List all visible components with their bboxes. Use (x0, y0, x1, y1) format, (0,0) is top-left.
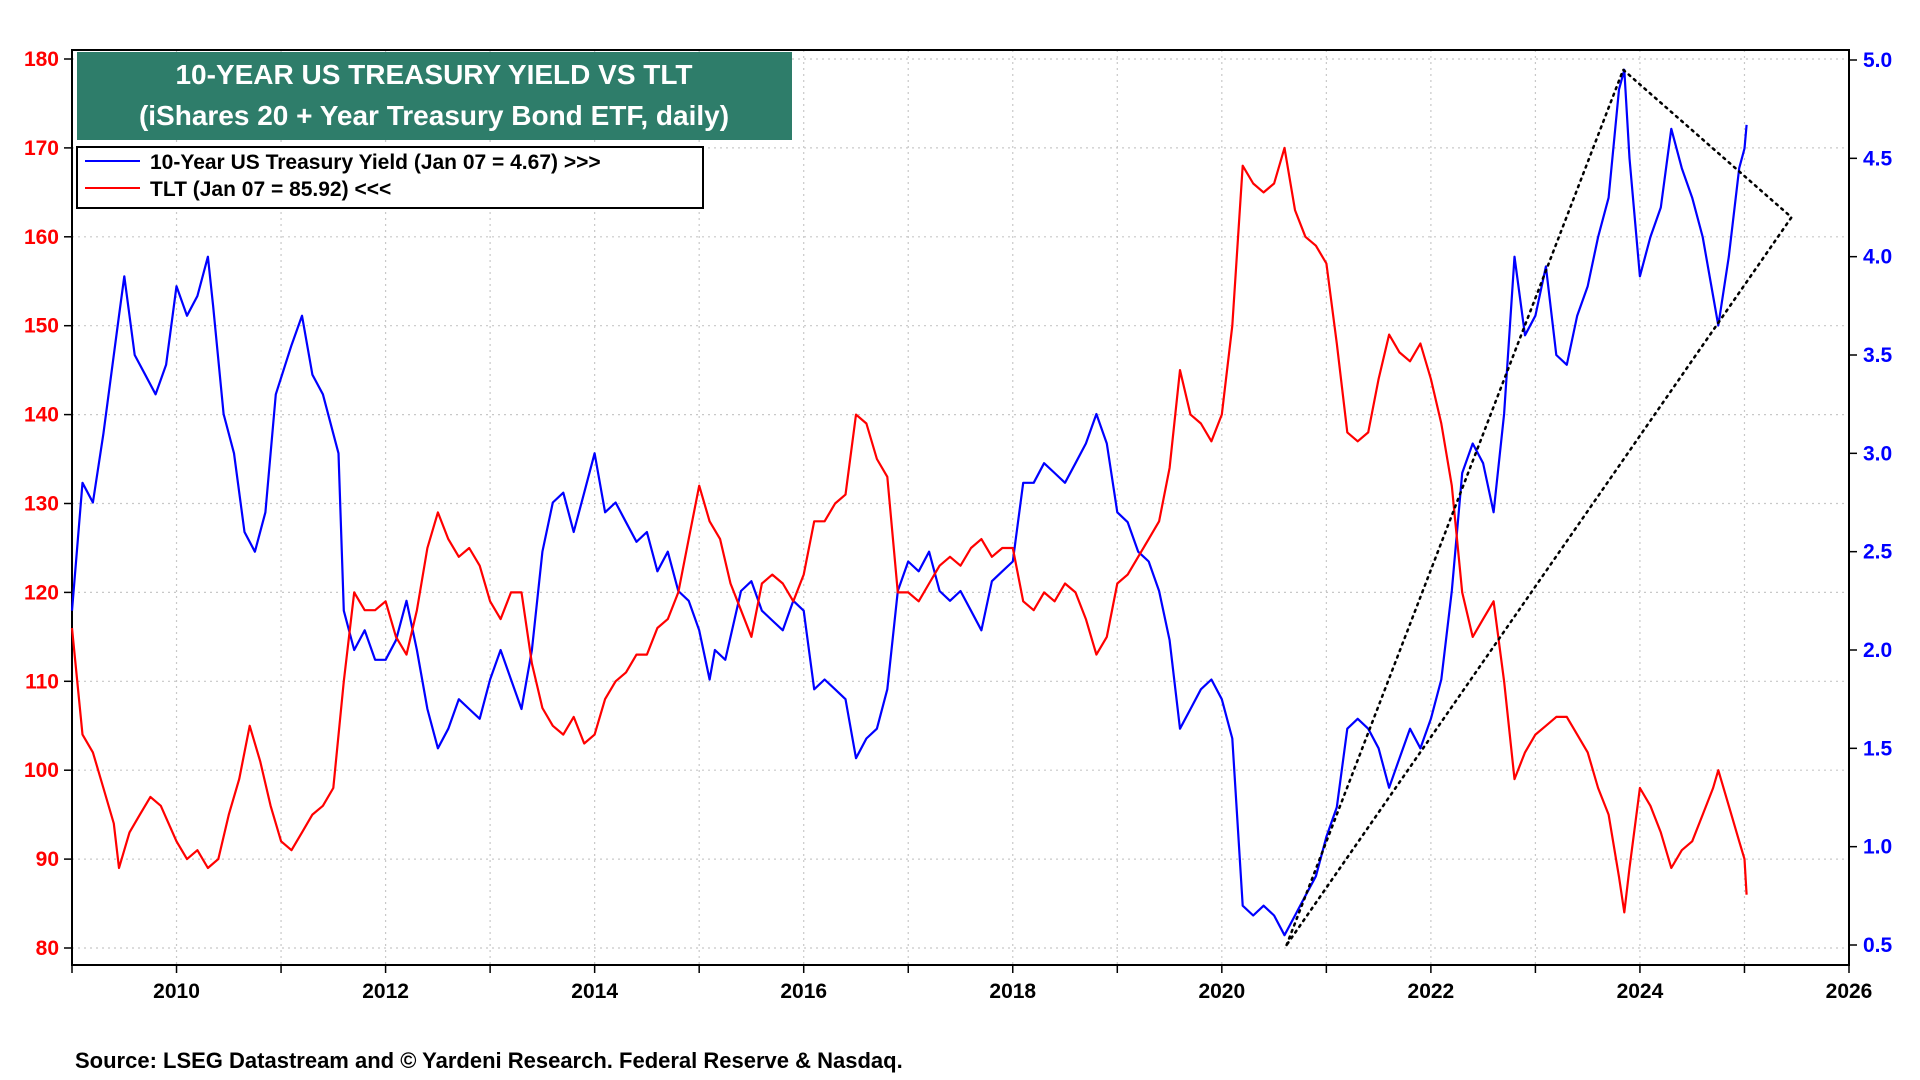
title-box: 10-YEAR US TREASURY YIELD VS TLT (iShare… (77, 52, 792, 140)
legend-box (76, 146, 704, 209)
right-tick-label: 3.5 (1863, 344, 1893, 367)
right-tick-label: 4.0 (1863, 246, 1892, 269)
dotted-triangle-annotation (1285, 67, 1794, 946)
right-tick-label: 0.5 (1863, 934, 1893, 957)
tick-marks (64, 58, 1857, 973)
x-tick-label: 2022 (1408, 980, 1455, 1003)
series-lines (70, 68, 1748, 937)
left-tick-label: 170 (24, 137, 59, 160)
source-note: Source: LSEG Datastream and © Yardeni Re… (75, 1048, 903, 1073)
left-tick-label: 80 (36, 937, 59, 960)
right-tick-label: 1.5 (1863, 737, 1893, 760)
plot-frame (71, 49, 1850, 966)
left-axis-tick-labels: 80 90 100 110 120 130 140 150 160 170 180 (24, 48, 59, 960)
x-tick-label: 2016 (780, 980, 827, 1003)
left-tick-label: 100 (24, 759, 59, 782)
left-tick-label: 120 (24, 581, 59, 604)
x-tick-label: 2010 (153, 980, 200, 1003)
right-tick-label: 2.0 (1863, 639, 1892, 662)
right-axis-tick-labels: 0.5 1.0 1.5 2.0 2.5 3.0 3.5 4.0 4.5 5.0 (1863, 49, 1893, 957)
left-tick-label: 140 (24, 404, 59, 427)
chart-subtitle: (iShares 20 + Year Treasury Bond ETF, da… (139, 100, 729, 131)
x-tick-label: 2018 (989, 980, 1036, 1003)
right-tick-label: 2.5 (1863, 541, 1893, 564)
right-tick-label: 5.0 (1863, 49, 1892, 72)
dotted-triangle (1285, 67, 1794, 946)
x-tick-label: 2024 (1617, 980, 1664, 1003)
legend-label-yield: 10-Year US Treasury Yield (Jan 07 = 4.67… (150, 151, 601, 174)
series-line-tlt (70, 146, 1748, 914)
x-tick-label: 2020 (1198, 980, 1245, 1003)
left-tick-label: 150 (24, 315, 59, 338)
x-tick-label: 2014 (571, 980, 618, 1003)
x-tick-label: 2012 (362, 980, 409, 1003)
left-tick-label: 90 (36, 848, 59, 871)
series-line-yield (70, 68, 1748, 937)
left-tick-label: 110 (25, 670, 59, 693)
x-tick-label: 2026 (1826, 980, 1873, 1003)
right-tick-label: 3.0 (1863, 442, 1892, 465)
left-tick-label: 160 (24, 226, 59, 249)
chart-title: 10-YEAR US TREASURY YIELD VS TLT (175, 59, 692, 90)
x-axis-tick-labels: 2010 2012 2014 2016 2018 2020 2022 2024 2026 (153, 980, 1872, 1003)
left-tick-label: 130 (24, 493, 59, 516)
title-box-background (77, 52, 792, 140)
right-tick-label: 4.5 (1863, 147, 1893, 170)
right-tick-label: 1.0 (1863, 836, 1892, 859)
legend-label-tlt: TLT (Jan 07 = 85.92) <<< (150, 178, 391, 201)
left-tick-label: 180 (24, 48, 59, 71)
legend: 10-Year US Treasury Yield (Jan 07 = 4.67… (76, 146, 704, 209)
